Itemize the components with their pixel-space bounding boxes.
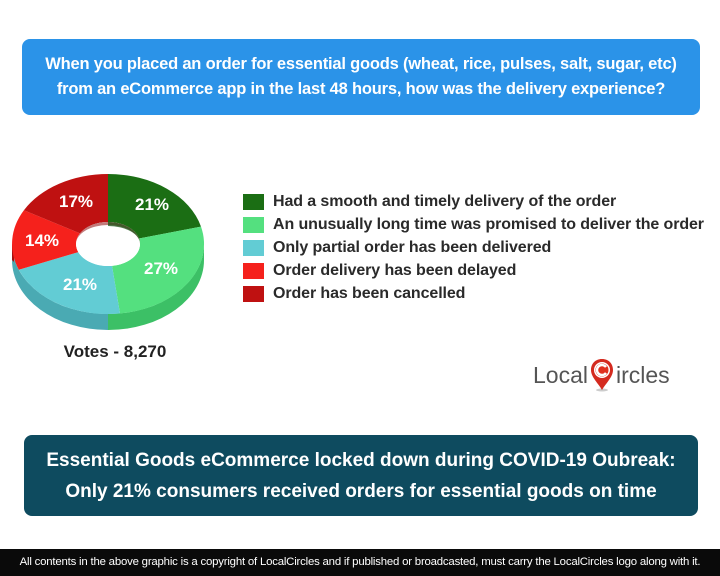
question-line-2: from an eCommerce app in the last 48 hou…: [56, 80, 666, 98]
donut-hole: [76, 222, 140, 266]
logo-text-local: Local: [533, 361, 588, 388]
slice-delayed: [12, 210, 80, 270]
slice-smooth-delivery: [108, 174, 201, 239]
slice-cancelled: [23, 174, 108, 234]
slice-partial-order: [18, 252, 120, 315]
legend-label: Order has been cancelled: [273, 284, 466, 302]
slice-label-smooth: 21%: [135, 195, 169, 214]
slice-label-cancelled: 17%: [59, 192, 93, 211]
legend-swatch: [243, 262, 264, 279]
legend-item-delayed: Order delivery has been delayed: [243, 259, 704, 282]
legend-label: An unusually long time was promised to d…: [273, 215, 704, 233]
question-banner: When you placed an order for essential g…: [22, 39, 700, 115]
slice-label-long-time: 27%: [144, 259, 178, 278]
copyright-footer: All contents in the above graphic is a c…: [0, 549, 720, 576]
legend-label: Had a smooth and timely delivery of the …: [273, 192, 617, 210]
legend-item-long-time: An unusually long time was promised to d…: [243, 213, 704, 236]
legend-item-partial: Only partial order has been delivered: [243, 236, 704, 259]
legend-swatch: [243, 285, 264, 302]
headline-line-1: Essential Goods eCommerce locked down du…: [46, 449, 676, 471]
legend-swatch: [243, 193, 264, 210]
logo-text-ircles: ircles: [615, 361, 670, 388]
legend-label: Only partial order has been delivered: [273, 238, 552, 256]
slice-long-time-promised: [112, 226, 205, 314]
question-line-1: When you placed an order for essential g…: [45, 55, 677, 73]
location-pin-icon: [589, 358, 615, 392]
legend-item-cancelled: Order has been cancelled: [243, 282, 704, 305]
chart-legend: Had a smooth and timely delivery of the …: [243, 190, 704, 305]
headline-banner: Essential Goods eCommerce locked down du…: [24, 435, 698, 516]
slice-label-delayed: 14%: [25, 231, 59, 250]
legend-swatch: [243, 239, 264, 256]
legend-label: Order delivery has been delayed: [273, 261, 517, 279]
votes-count: Votes - 8,270: [63, 342, 167, 361]
donut-chart: 21% 27% 21% 14% 17%: [0, 150, 230, 340]
legend-swatch: [243, 216, 264, 233]
legend-item-smooth: Had a smooth and timely delivery of the …: [243, 190, 704, 213]
slice-label-partial: 21%: [63, 275, 97, 294]
localcircles-logo: Local ircles: [533, 358, 670, 392]
headline-line-2: Only 21% consumers received orders for e…: [65, 480, 657, 502]
